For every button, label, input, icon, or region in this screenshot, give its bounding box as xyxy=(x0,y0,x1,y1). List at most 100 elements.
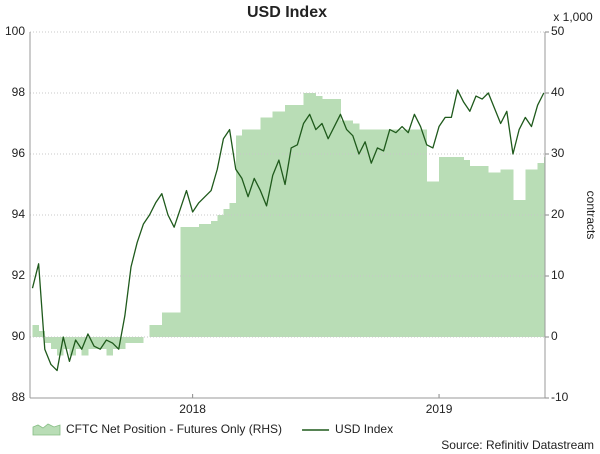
area-step xyxy=(525,169,532,337)
area-step xyxy=(229,202,237,337)
y-tick-label: 96 xyxy=(12,146,26,160)
legend-swatch xyxy=(32,423,61,436)
area-step xyxy=(241,129,249,337)
area-step xyxy=(358,129,366,337)
y2-tick-label: 50 xyxy=(551,24,565,38)
area-step xyxy=(223,208,230,337)
area-step xyxy=(112,337,120,350)
area-step xyxy=(167,312,175,337)
area-step xyxy=(100,337,107,350)
area-step xyxy=(57,337,64,356)
area-step xyxy=(94,337,101,350)
y2-tick-label: 10 xyxy=(551,268,565,282)
area-step xyxy=(476,166,483,337)
y-tick-label: 92 xyxy=(12,268,26,282)
area-step xyxy=(198,224,206,337)
area-step xyxy=(211,221,218,337)
y2-tick-label: 20 xyxy=(551,207,565,221)
y2-tick-label: 30 xyxy=(551,146,565,160)
x-tick-label: 2019 xyxy=(426,402,453,416)
area-step xyxy=(383,129,391,337)
area-step xyxy=(124,337,132,344)
area-step xyxy=(44,337,52,344)
area-step xyxy=(285,105,292,337)
area-step xyxy=(149,324,157,337)
y-tick-label: 94 xyxy=(12,207,26,221)
y2-scale-note: x 1,000 xyxy=(553,10,593,24)
area-step xyxy=(432,181,440,337)
area-step xyxy=(537,163,545,337)
area-step xyxy=(439,157,446,337)
area-step xyxy=(204,224,212,337)
area-step xyxy=(500,169,508,337)
y-tick-label: 100 xyxy=(5,24,25,38)
area-step xyxy=(352,123,360,337)
area-step xyxy=(519,199,526,337)
y2-tick-label: -10 xyxy=(551,390,569,404)
area-step xyxy=(506,169,514,337)
legend-label: USD Index xyxy=(335,422,393,436)
y2-axis-label: contracts xyxy=(584,191,598,240)
y2-tick-label: 0 xyxy=(551,329,558,343)
x-tick-label: 2018 xyxy=(179,402,206,416)
series-line xyxy=(31,89,545,372)
area-step xyxy=(38,330,46,337)
area-step xyxy=(445,157,452,337)
area-step xyxy=(81,337,89,356)
area-step xyxy=(131,337,138,344)
area-step xyxy=(512,199,520,337)
area-step xyxy=(494,172,502,337)
area-step xyxy=(155,324,163,337)
area-step xyxy=(87,337,95,350)
area-step xyxy=(118,337,126,350)
legend-label: CFTC Net Position - Futures Only (RHS) xyxy=(66,422,282,436)
chart-title: USD Index xyxy=(247,4,327,21)
area-step xyxy=(469,166,477,337)
area-step xyxy=(408,129,415,337)
area-step xyxy=(420,129,428,337)
area-step xyxy=(69,337,76,356)
area-step xyxy=(272,111,280,337)
area-step xyxy=(63,337,70,350)
area-step xyxy=(531,169,539,337)
area-step xyxy=(186,227,194,337)
area-step xyxy=(235,135,243,337)
area-step xyxy=(451,157,458,337)
area-step xyxy=(248,129,255,337)
area-step xyxy=(161,312,169,337)
area-step xyxy=(266,117,274,338)
area-step xyxy=(315,96,323,337)
area-step xyxy=(32,324,40,337)
area-step xyxy=(402,129,409,337)
area-step xyxy=(482,166,489,337)
area-step xyxy=(180,227,187,337)
area-step xyxy=(457,157,465,337)
y2-tick-label: 40 xyxy=(551,85,565,99)
source-note: Source: Refinitiv Datastream xyxy=(441,438,594,452)
area-step xyxy=(192,227,200,337)
area-step xyxy=(328,99,335,337)
area-step xyxy=(377,129,385,337)
area-step xyxy=(254,129,261,337)
area-step xyxy=(75,337,83,350)
area-step xyxy=(463,160,471,337)
area-step xyxy=(174,312,181,337)
area-step xyxy=(291,105,298,337)
area-step xyxy=(395,129,403,337)
area-step xyxy=(278,111,286,337)
area-step xyxy=(371,129,378,337)
area-step xyxy=(365,129,372,337)
area-step xyxy=(334,99,341,337)
y-tick-label: 88 xyxy=(12,390,26,404)
area-step xyxy=(137,337,144,344)
area-step xyxy=(321,99,329,337)
area-step xyxy=(389,129,397,337)
area-step xyxy=(217,215,224,337)
area-step xyxy=(414,129,421,337)
area-step xyxy=(346,120,354,337)
area-step xyxy=(340,120,348,337)
y-tick-label: 90 xyxy=(12,329,26,343)
area-step xyxy=(260,117,267,338)
plot-area xyxy=(32,93,546,356)
